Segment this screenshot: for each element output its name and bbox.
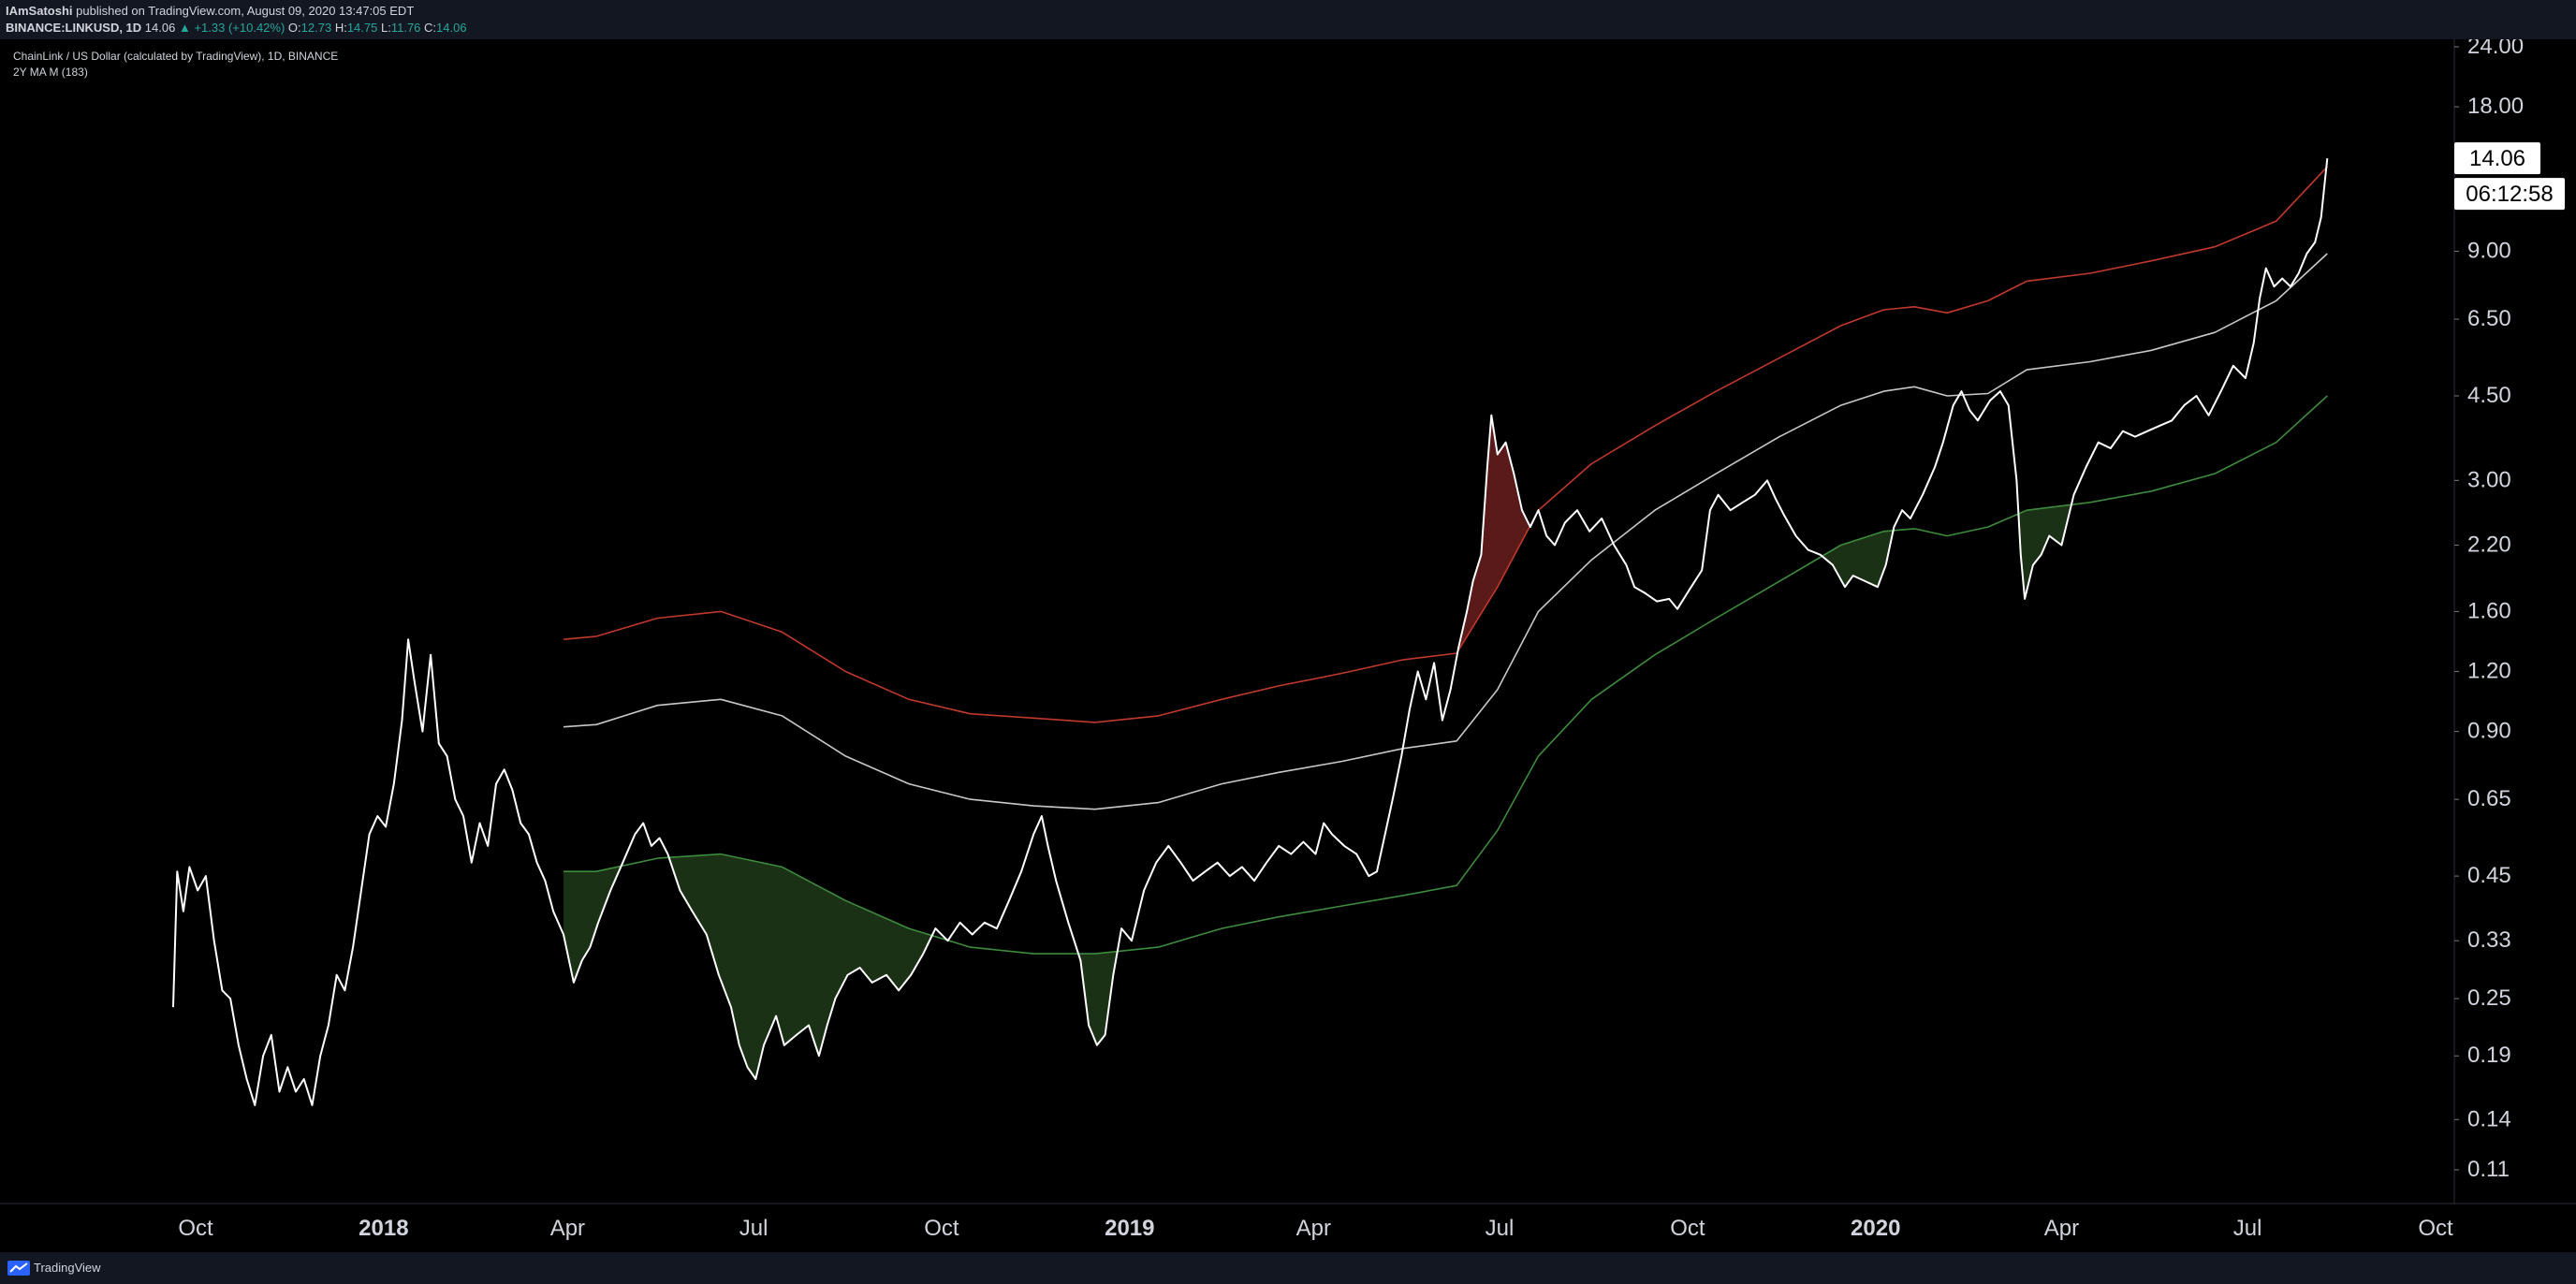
chart-legend: ChainLink / US Dollar (calculated by Tra… bbox=[13, 49, 338, 80]
high-label: H: bbox=[334, 21, 347, 35]
y-tick-label: 0.45 bbox=[2467, 863, 2511, 888]
publish-info: IAmSatoshi published on TradingView.com,… bbox=[6, 4, 414, 18]
price-badge bbox=[2454, 142, 2540, 175]
close-label: C: bbox=[424, 21, 437, 35]
indicator-label[interactable]: 2Y MA M (183) bbox=[13, 66, 88, 79]
x-tick-label: Jul bbox=[1486, 1216, 1515, 1241]
y-tick-label: 6.50 bbox=[2467, 306, 2511, 331]
y-tick-label: 0.25 bbox=[2467, 985, 2511, 1011]
x-tick-label: Oct bbox=[924, 1216, 959, 1241]
below-band-fill bbox=[564, 866, 622, 983]
x-tick-label: Oct bbox=[178, 1216, 213, 1241]
tradingview-logo-icon[interactable] bbox=[7, 1261, 30, 1276]
y-tick-label: 2.20 bbox=[2467, 532, 2511, 557]
tradingview-brand[interactable]: TradingView bbox=[34, 1261, 101, 1275]
publish-date: published on TradingView.com, August 09,… bbox=[76, 4, 415, 18]
y-tick-label: 0.14 bbox=[2467, 1106, 2511, 1131]
y-tick-label: 9.00 bbox=[2467, 239, 2511, 264]
below-band-fill bbox=[1822, 531, 1893, 588]
symbol-info: BINANCE:LINKUSD, 1D 14.06 ▲ +1.33 (+10.4… bbox=[6, 21, 467, 35]
chart-header: IAmSatoshi published on TradingView.com,… bbox=[0, 0, 2576, 39]
y-tick-label: 24.00 bbox=[2467, 39, 2524, 59]
x-tick-label: Jul bbox=[2233, 1216, 2262, 1241]
above-band-fill bbox=[1458, 415, 1529, 650]
low-value: 11.76 bbox=[390, 21, 421, 35]
y-tick-label: 18.00 bbox=[2467, 94, 2524, 119]
series-title: ChainLink / US Dollar (calculated by Tra… bbox=[13, 50, 339, 63]
upper-band-line[interactable] bbox=[563, 166, 2328, 723]
below-band-fill bbox=[1078, 951, 1118, 1045]
x-tick-label: Oct bbox=[2418, 1216, 2453, 1241]
plot-background bbox=[0, 39, 2576, 1252]
x-tick-label: Apr bbox=[2044, 1216, 2079, 1241]
price-badge-label: 14.06 bbox=[2469, 146, 2525, 171]
y-tick-label: 0.65 bbox=[2467, 786, 2511, 811]
y-tick-label: 0.11 bbox=[2467, 1157, 2510, 1182]
y-tick-label: 0.90 bbox=[2467, 719, 2511, 744]
open-value: 12.73 bbox=[300, 21, 332, 35]
x-tick-label: Oct bbox=[1670, 1216, 1705, 1241]
x-tick-label: 2019 bbox=[1105, 1216, 1154, 1241]
countdown-label: 06:12:58 bbox=[2466, 182, 2553, 207]
x-tick-label: Apr bbox=[1296, 1216, 1331, 1241]
low-label: L: bbox=[381, 21, 391, 35]
price-line[interactable] bbox=[172, 158, 2329, 1106]
last-price: 14.06 bbox=[144, 21, 176, 35]
below-band-fill bbox=[2018, 504, 2071, 599]
y-tick-label: 3.00 bbox=[2467, 467, 2511, 492]
x-tick-label: 2018 bbox=[359, 1216, 408, 1241]
open-label: O: bbox=[287, 21, 301, 35]
y-tick-label: 4.50 bbox=[2467, 383, 2511, 408]
y-tick-label: 1.60 bbox=[2467, 598, 2511, 623]
chart-footer: TradingView bbox=[0, 1252, 2576, 1284]
y-tick-label: 0.19 bbox=[2467, 1043, 2511, 1068]
x-tick-label: Apr bbox=[550, 1216, 585, 1241]
y-tick-label: 1.20 bbox=[2467, 659, 2511, 684]
author-name[interactable]: IAmSatoshi bbox=[6, 4, 73, 18]
price-change: ▲ +1.33 (+10.42%) bbox=[178, 21, 285, 35]
high-value: 14.75 bbox=[346, 21, 378, 35]
lower-band-line[interactable] bbox=[564, 395, 2328, 955]
x-tick-label: 2020 bbox=[1851, 1216, 1900, 1241]
price-chart[interactable]: 24.00 18.00 9.00 6.50 4.50 3.00 2.20 1.60 1.20 0.… bbox=[0, 39, 2576, 1252]
symbol-label: BINANCE:LINKUSD, 1D bbox=[6, 21, 142, 35]
y-tick-label: 0.33 bbox=[2467, 927, 2511, 953]
x-tick-label: Jul bbox=[739, 1216, 768, 1241]
countdown-badge bbox=[2454, 178, 2565, 211]
ma-line[interactable] bbox=[563, 253, 2328, 810]
close-value: 14.06 bbox=[436, 21, 467, 35]
